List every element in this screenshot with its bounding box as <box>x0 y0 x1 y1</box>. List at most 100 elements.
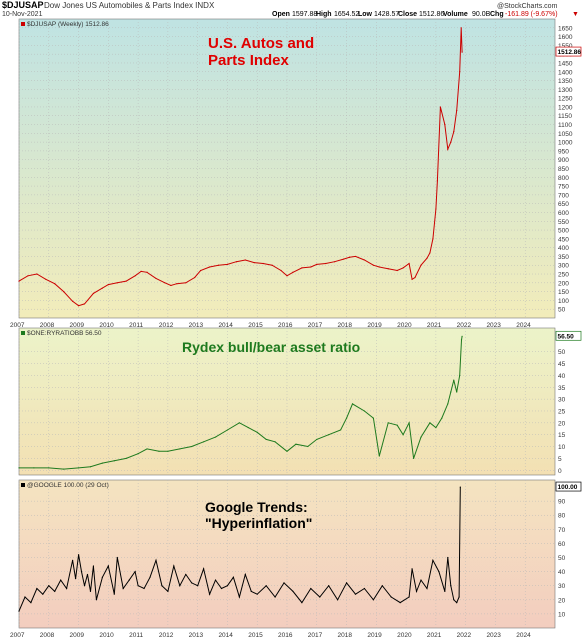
data-point <box>36 273 38 275</box>
data-point <box>48 585 50 587</box>
data-point <box>286 275 288 277</box>
data-point <box>408 596 410 598</box>
data-point <box>101 462 103 464</box>
data-point <box>461 51 463 53</box>
data-point <box>444 123 446 126</box>
legend-swatch <box>21 483 25 487</box>
data-point <box>412 457 415 460</box>
x-tick-label: 2016 <box>278 322 293 329</box>
data-point <box>426 257 428 259</box>
open-label: Open <box>272 11 290 18</box>
data-point <box>200 269 202 272</box>
data-point <box>354 255 357 258</box>
series-line <box>18 486 461 612</box>
data-point <box>325 262 327 265</box>
y-tick-label: 200 <box>558 280 569 287</box>
y-tick-label: 40 <box>558 569 566 576</box>
data-point <box>292 271 294 273</box>
data-point <box>411 278 413 280</box>
data-point <box>217 264 220 266</box>
data-point <box>137 585 139 587</box>
y-tick-label: 50 <box>558 307 566 314</box>
data-point <box>214 436 217 438</box>
chg-label: Chg <box>490 11 504 18</box>
y-tick-label: 600 <box>558 210 569 217</box>
data-point <box>378 266 380 268</box>
data-point <box>283 582 285 584</box>
y-tick-label: 40 <box>558 373 566 380</box>
x-tick-label: 2022 <box>457 322 472 329</box>
data-point <box>197 585 199 587</box>
x-tick-label: 2020 <box>397 322 412 329</box>
data-point <box>116 556 118 559</box>
data-point <box>155 277 157 280</box>
last-value-box <box>555 481 582 492</box>
data-point <box>77 554 80 556</box>
y-tick-label: 10 <box>558 444 566 451</box>
data-point <box>72 559 74 561</box>
data-point <box>80 571 83 573</box>
data-point <box>161 585 163 587</box>
data-point <box>415 590 418 592</box>
data-point <box>280 269 282 272</box>
y-tick-label: 550 <box>558 219 569 226</box>
data-point <box>203 568 205 570</box>
panel-rydex: 0 5 10 15 20 25 30 35 40 45 50 $ONE:RYRATIOBB 56.50… <box>18 327 582 476</box>
data-point <box>363 410 366 412</box>
x-tick-label: 2009 <box>70 322 85 329</box>
data-point <box>226 429 229 431</box>
y-tick-label: 25 <box>558 408 566 415</box>
data-point <box>232 576 234 578</box>
data-point <box>390 596 392 598</box>
data-point <box>24 596 26 598</box>
data-point <box>18 280 20 282</box>
low-value: 1428.57 <box>374 11 399 18</box>
data-point <box>319 596 321 598</box>
x-tick-label: 2008 <box>40 322 55 329</box>
y-tick-label: 450 <box>558 236 569 243</box>
data-point <box>262 262 264 265</box>
data-point <box>372 417 374 419</box>
y-tick-label: 650 <box>558 201 569 208</box>
x-tick-label: 2020 <box>397 632 412 639</box>
data-point <box>387 422 389 424</box>
data-point <box>381 585 383 587</box>
data-point <box>399 602 401 604</box>
y-tick-label: 60 <box>558 541 566 548</box>
chart-title: Rydex bull/bear asset ratio <box>182 339 360 355</box>
data-point <box>95 599 98 601</box>
x-tick-label: 2021 <box>427 322 442 329</box>
data-point <box>429 252 431 254</box>
series-line <box>19 336 463 470</box>
last-value-box <box>555 330 582 341</box>
x-tick-label: 2012 <box>159 632 174 639</box>
data-point <box>89 466 92 468</box>
data-point <box>134 275 136 277</box>
data-point <box>307 445 309 448</box>
y-tick-label: 5 <box>558 456 562 463</box>
data-point <box>27 275 29 277</box>
volume-value: 90.0B <box>472 11 491 18</box>
data-point <box>63 468 65 470</box>
x-tick-label: 2019 <box>367 632 382 639</box>
y-tick-label: 150 <box>558 289 569 296</box>
data-point <box>334 261 336 263</box>
data-point <box>54 590 56 592</box>
legend-label: $ONE:RYRATIOBB 56.50 <box>27 330 102 337</box>
data-point <box>286 450 288 452</box>
data-point <box>191 445 193 448</box>
y-tick-label: 350 <box>558 254 569 261</box>
x-tick-label: 2018 <box>338 322 353 329</box>
data-point <box>453 599 455 601</box>
data-point <box>271 264 273 266</box>
low-label: Low <box>358 11 373 18</box>
data-point <box>328 434 330 436</box>
data-point <box>164 282 166 284</box>
y-tick-label: 1100 <box>558 122 572 129</box>
x-tick-label: 2007 <box>10 632 25 639</box>
data-point <box>176 283 178 285</box>
data-point <box>447 556 449 559</box>
data-point <box>244 259 246 261</box>
data-point <box>113 460 115 462</box>
